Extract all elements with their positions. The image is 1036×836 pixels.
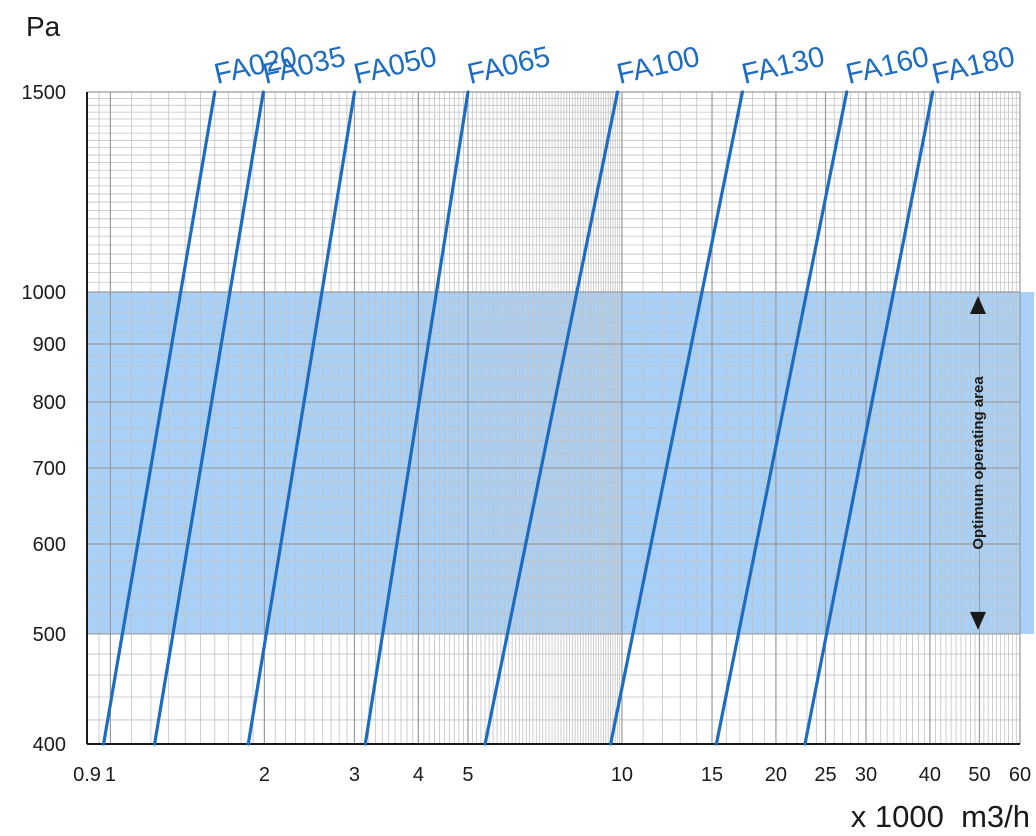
series-line-fa020: [101, 90, 217, 746]
x-tick-label: 1: [105, 764, 116, 786]
x-tick-label: 20: [765, 764, 787, 786]
x-tick-label: 3: [349, 764, 360, 786]
series-line-fa160: [714, 90, 849, 746]
series-line-fa100: [483, 90, 620, 746]
y-tick-label: 600: [33, 534, 66, 556]
series-line-fa050: [246, 90, 357, 746]
y-axis-label: Pa: [26, 11, 61, 42]
y-tick-label: 400: [33, 734, 66, 756]
series-line-fa130: [608, 90, 745, 746]
y-tick-label: 800: [33, 392, 66, 414]
x-tick-label: 5: [462, 764, 473, 786]
band-arrow-up-icon: [970, 296, 986, 315]
x-tick-label: 2: [259, 764, 270, 786]
y-tick-label: 1500: [22, 82, 67, 104]
x-tick-label: 4: [413, 764, 424, 786]
series-label: FA065: [464, 41, 553, 91]
series-line-fa180: [803, 90, 935, 746]
x-tick-label: 10: [611, 764, 633, 786]
y-tick-label: 900: [33, 334, 66, 356]
y-tick-label: 700: [33, 458, 66, 480]
series-label: FA160: [843, 41, 932, 91]
x-tick-label: 50: [968, 764, 990, 786]
x-tick-label: 40: [919, 764, 941, 786]
x-tick-label: 0.9: [73, 764, 101, 786]
series-label: FA050: [351, 41, 440, 91]
optimum-band: [87, 292, 1034, 634]
series-label: FA130: [739, 41, 828, 91]
band-arrow-down-icon: [970, 611, 986, 630]
x-tick-label: 60: [1009, 764, 1031, 786]
x-tick-label: 30: [855, 764, 877, 786]
x-tick-label: 15: [701, 764, 723, 786]
series-label: FA180: [929, 41, 1018, 91]
series-label: FA100: [614, 41, 703, 91]
y-tick-label: 1000: [22, 282, 67, 304]
series-line-fa035: [153, 90, 265, 746]
series-line-fa065: [363, 90, 470, 746]
x-axis-label: x 1000 m3/h: [851, 799, 1030, 834]
y-tick-label: 500: [33, 624, 66, 646]
band-label: Optimum operating area: [970, 376, 987, 550]
x-tick-label: 25: [814, 764, 836, 786]
